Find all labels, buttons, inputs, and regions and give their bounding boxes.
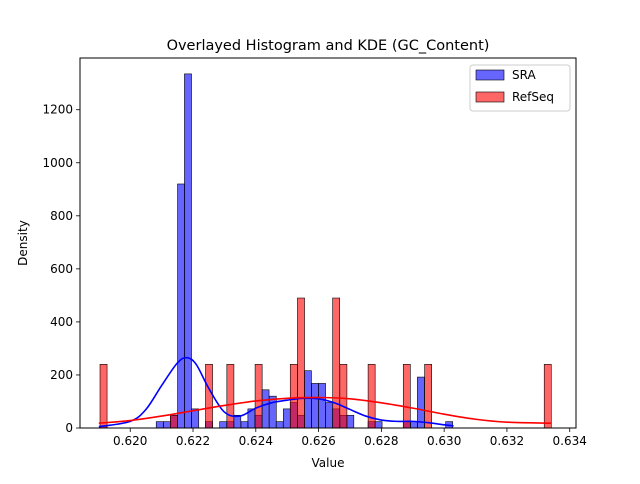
x-tick-label: 0.624 [239,434,273,448]
refseq-bar-1 [170,414,178,429]
x-tick-label: 0.634 [553,434,587,448]
chart-title: Overlayed Histogram and KDE (GC_Content) [167,38,490,54]
sra-bar-28 [374,421,383,429]
plot-frame [79,57,577,429]
legend-swatch-refseq [475,91,505,103]
sra-bar-31 [417,376,425,429]
y-tick-label: 600 [50,262,73,276]
refseq-kde-line [98,396,551,425]
refseq-bar-4 [254,364,263,429]
y-tick-label: 1200 [42,103,73,117]
refseq-bar-7 [332,297,340,429]
refseq-bar-2 [205,364,213,429]
sra-bar-20 [304,370,312,429]
sra-bar-30 [410,421,418,429]
sra-bar-17 [283,408,291,429]
sra-bar-26 [346,414,355,429]
y-tick-label: 200 [50,368,73,382]
x-axis-ticks: 0.620 0.622 0.624 0.626 0.628 0.630 0.632 0.634 [113,428,587,448]
legend-label-refseq: RefSeq [512,90,554,104]
refseq-bar-8 [339,364,348,429]
x-tick-label: 0.632 [490,434,524,448]
refseq-bar-5 [289,364,298,429]
refseq-bar-3 [226,364,235,429]
refseq-bar-0 [99,364,108,429]
refseq-bar-11 [424,364,432,429]
legend: SRA RefSeq [469,64,571,112]
sra-bar-15 [268,395,277,429]
sra-kde-line [98,356,454,428]
y-axis-ticks: 0 200 400 600 800 1000 1200 [42,103,80,435]
x-tick-label: 0.620 [113,434,147,448]
sra-bar-23 [325,402,334,429]
legend-swatch-sra [475,69,505,81]
y-axis-label: Density [16,220,30,266]
x-tick-label: 0.630 [427,434,461,448]
y-tick-label: 0 [65,421,73,435]
sra-bar-22 [318,383,326,429]
y-tick-label: 1000 [42,156,73,170]
refseq-bar-6 [297,297,305,429]
sra-bar-21 [311,383,319,429]
sra-bar-1 [155,421,164,429]
refseq-bar-12 [543,364,552,429]
sra-bar-2 [163,421,171,429]
sra-bar-4 [177,183,185,429]
refseq-bar-10 [402,364,411,429]
x-tick-label: 0.626 [301,434,335,448]
kde-lines [98,356,551,428]
sra-bar-8 [219,421,227,429]
sra-bar-6 [191,408,200,429]
legend-label-sra: SRA [512,68,536,82]
sra-bar-11 [240,421,249,429]
x-tick-label: 0.622 [176,434,210,448]
plot-area [80,58,576,428]
x-axis-label: Value [312,456,345,470]
sra-bar-16 [275,421,284,429]
sra-bar-5 [184,73,192,429]
y-tick-label: 800 [50,209,73,223]
sra-bar-10 [233,414,242,429]
y-tick-label: 400 [50,315,73,329]
sra-bar-14 [261,389,270,429]
x-tick-label: 0.628 [364,434,398,448]
